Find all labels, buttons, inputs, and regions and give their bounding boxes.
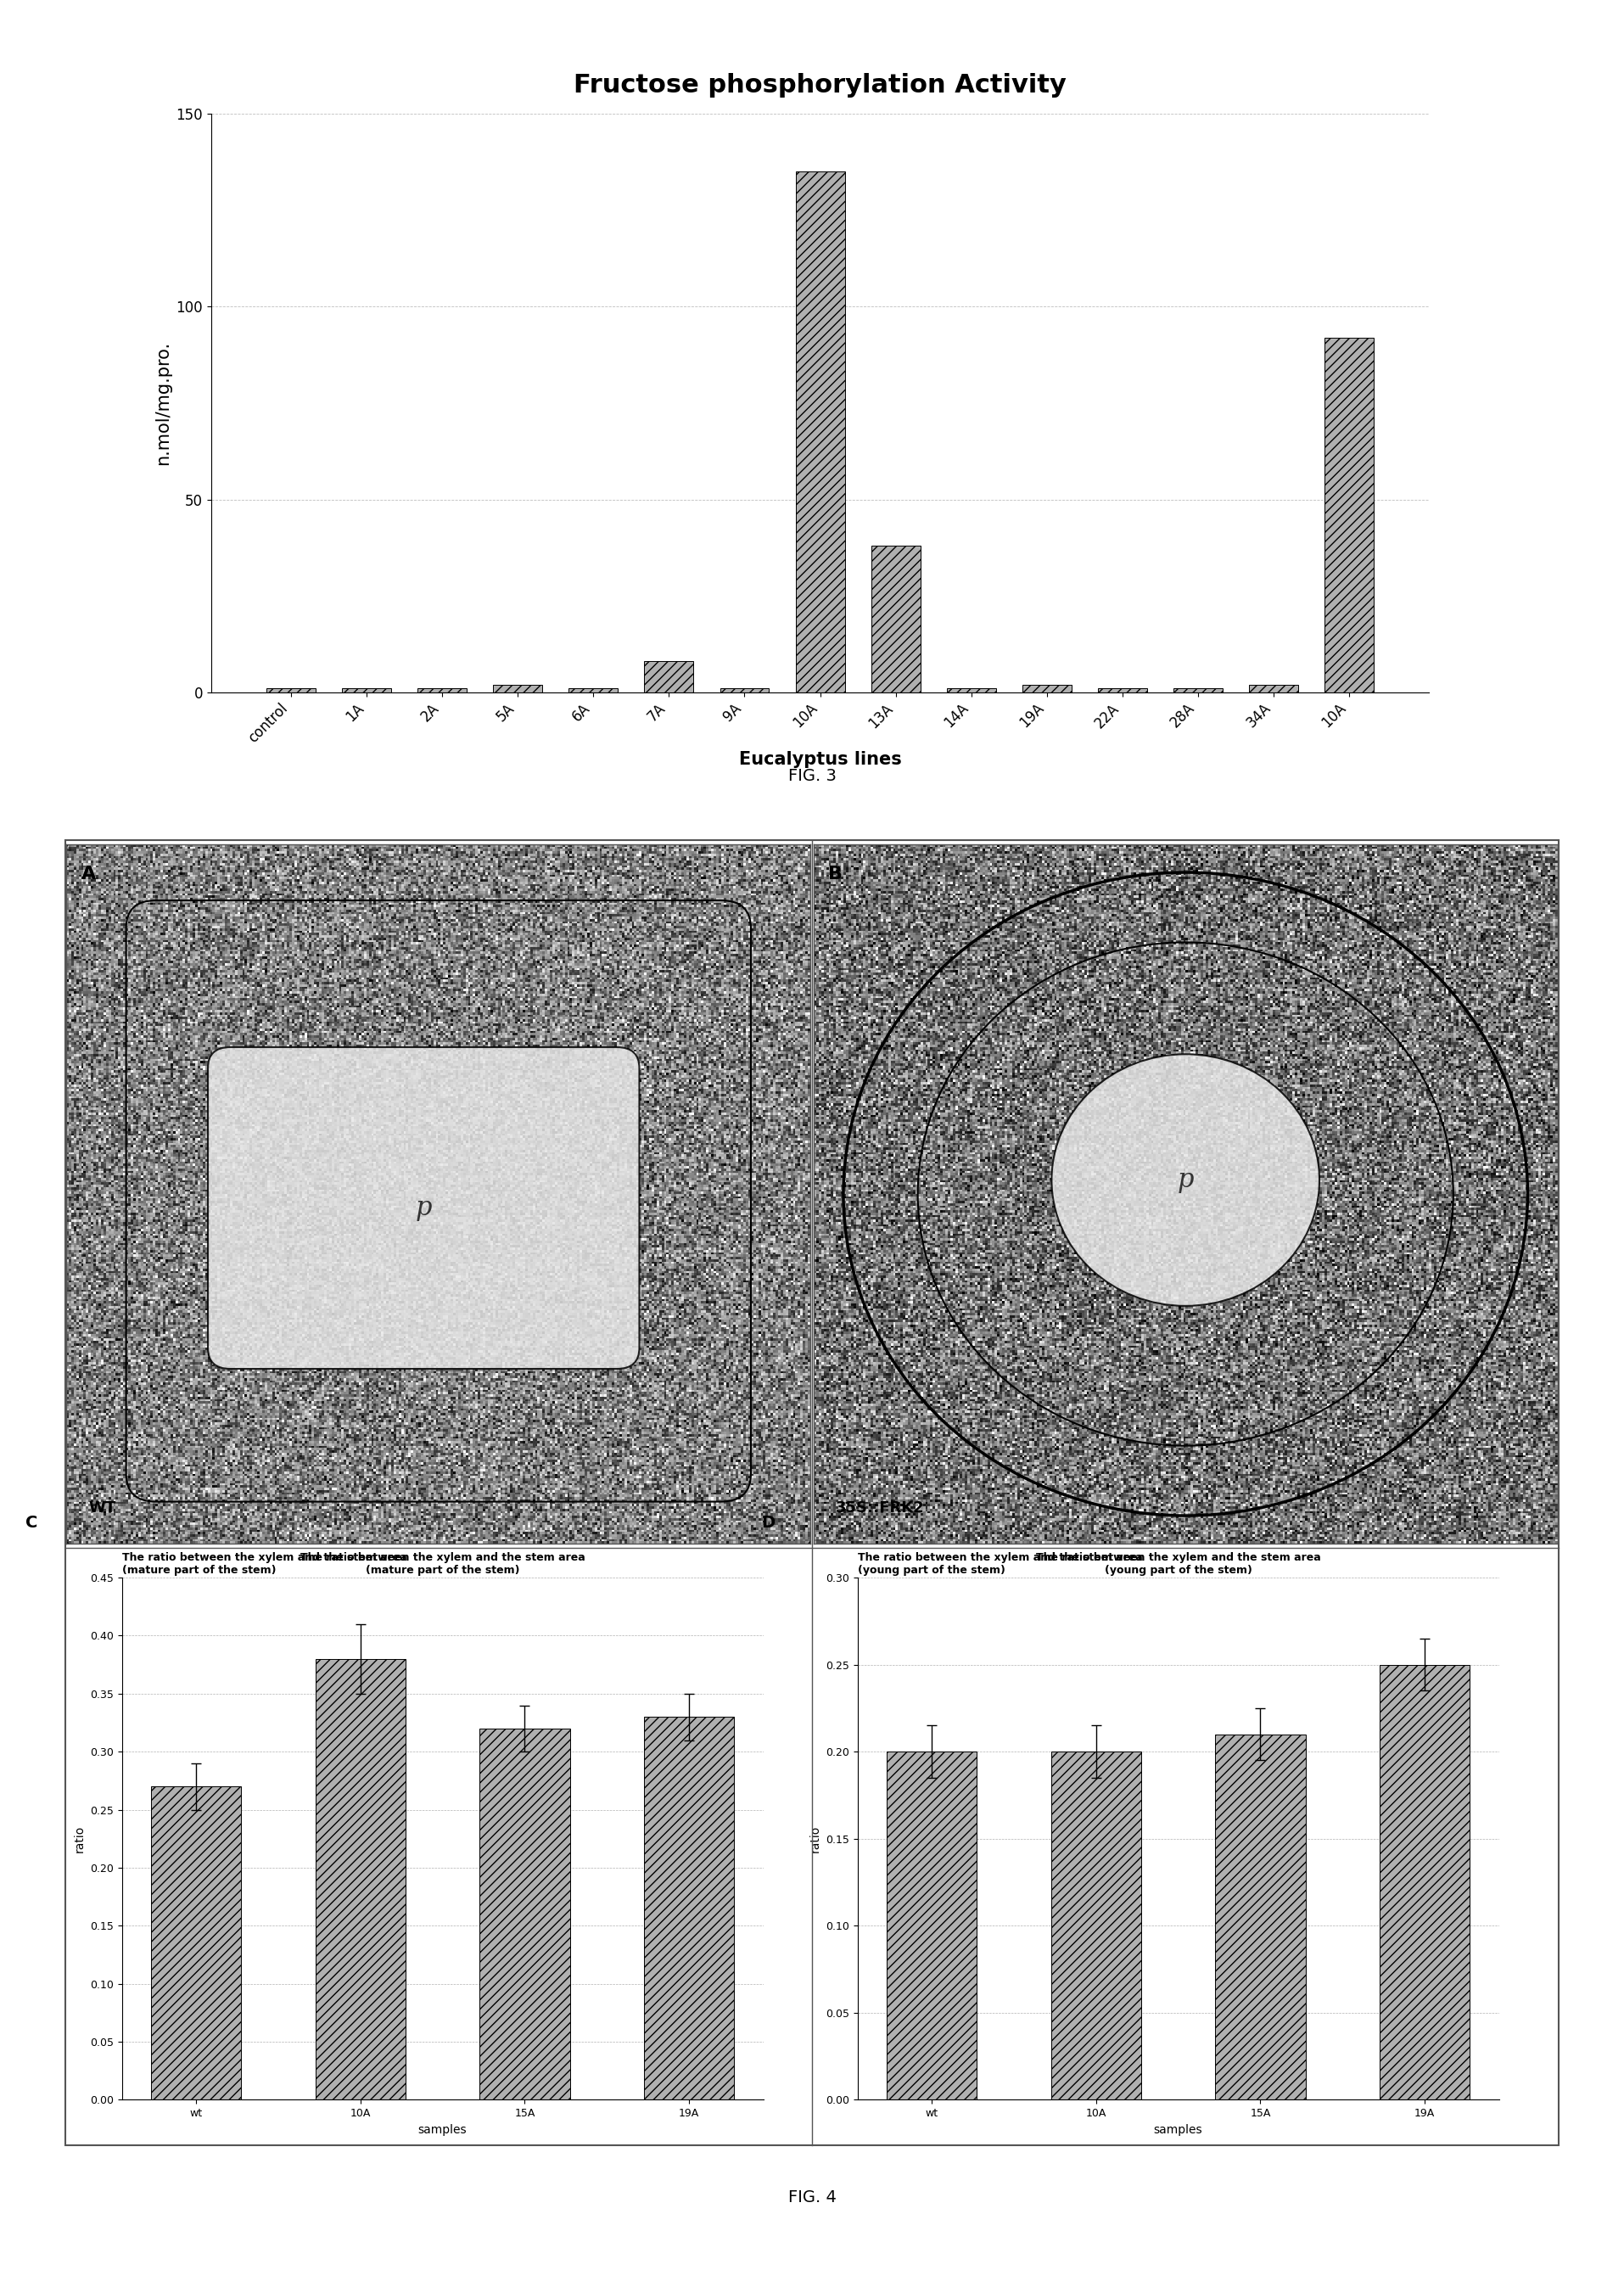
Text: A: A xyxy=(81,865,96,883)
Bar xyxy=(719,688,770,692)
Bar xyxy=(1098,688,1147,692)
Bar xyxy=(947,688,996,692)
Y-axis label: n.mol/mg.pro.: n.mol/mg.pro. xyxy=(154,340,171,465)
Bar xyxy=(1021,686,1072,692)
Text: B: B xyxy=(828,865,843,883)
Bar xyxy=(645,661,693,692)
Text: The ratio between the xylem and the stem area
(mature part of the stem): The ratio between the xylem and the stem… xyxy=(122,1553,406,1575)
Text: D: D xyxy=(762,1514,775,1532)
Text: The ratio between the xylem and the stem area
(young part of the stem): The ratio between the xylem and the stem… xyxy=(857,1553,1142,1575)
Bar xyxy=(1051,1752,1142,2100)
Title: The ratio between the xylem and the stem area
(young part of the stem): The ratio between the xylem and the stem… xyxy=(1036,1553,1320,1575)
Text: WT: WT xyxy=(89,1500,117,1516)
Bar xyxy=(417,688,466,692)
X-axis label: samples: samples xyxy=(1153,2125,1203,2136)
Bar xyxy=(1174,688,1223,692)
X-axis label: Eucalyptus lines: Eucalyptus lines xyxy=(739,751,901,767)
FancyBboxPatch shape xyxy=(208,1046,640,1369)
Bar xyxy=(870,545,921,692)
Text: C: C xyxy=(26,1514,37,1532)
Text: FIG. 4: FIG. 4 xyxy=(788,2188,836,2206)
Bar xyxy=(796,173,844,692)
Bar xyxy=(151,1786,242,2100)
Text: FIG. 3: FIG. 3 xyxy=(788,767,836,785)
X-axis label: samples: samples xyxy=(417,2125,468,2136)
Text: p: p xyxy=(1177,1167,1194,1194)
Title: Fructose phosphorylation Activity: Fructose phosphorylation Activity xyxy=(573,73,1067,98)
Bar xyxy=(1249,686,1298,692)
Bar xyxy=(568,688,619,692)
Bar xyxy=(315,1659,406,2100)
Y-axis label: ratio: ratio xyxy=(809,1825,820,1852)
Title: The ratio between the xylem and the stem area
(mature part of the stem): The ratio between the xylem and the stem… xyxy=(300,1553,585,1575)
Bar xyxy=(887,1752,978,2100)
Bar xyxy=(479,1727,570,2100)
Bar xyxy=(343,688,391,692)
Bar xyxy=(1379,1664,1470,2100)
Bar xyxy=(494,686,542,692)
Bar xyxy=(1215,1734,1306,2100)
Text: p: p xyxy=(416,1194,432,1221)
Y-axis label: ratio: ratio xyxy=(73,1825,84,1852)
Bar xyxy=(266,688,315,692)
Circle shape xyxy=(1052,1053,1319,1305)
Bar xyxy=(1325,338,1374,692)
Text: 35S::FRK2: 35S::FRK2 xyxy=(836,1500,924,1516)
Bar xyxy=(643,1716,734,2100)
